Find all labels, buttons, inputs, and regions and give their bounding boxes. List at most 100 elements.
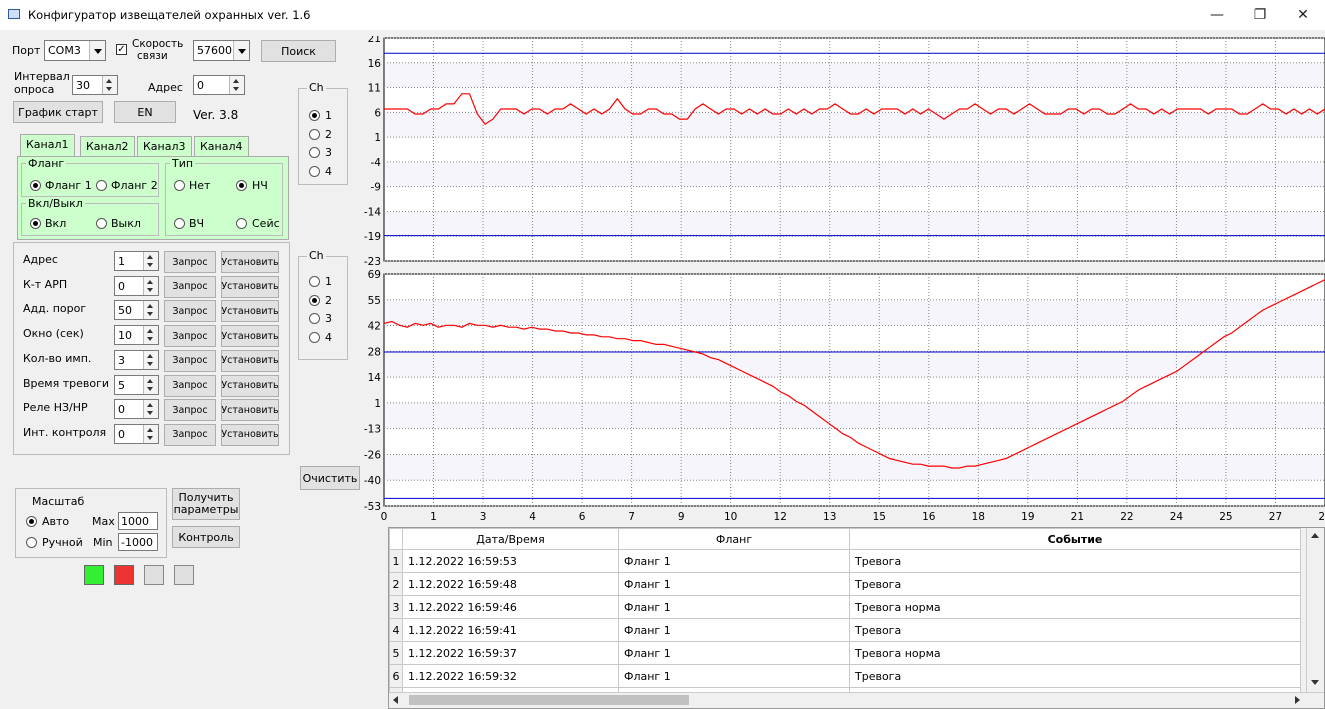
scale-manual-radio[interactable] <box>26 537 37 548</box>
cell-flank[interactable]: Фланг 1 <box>618 618 850 642</box>
control-button[interactable]: Контроль <box>172 526 240 548</box>
scroll-left-icon[interactable] <box>393 696 398 704</box>
en-button[interactable]: EN <box>114 101 176 123</box>
cell-flank[interactable]: Фланг 1 <box>618 549 850 573</box>
param-stepper[interactable]: 10 <box>114 325 159 346</box>
type-none-radio[interactable] <box>174 180 185 191</box>
clear-button[interactable]: Очистить <box>300 466 360 490</box>
param-request-button[interactable]: Запрос <box>164 399 216 422</box>
address-stepper[interactable]: 0 <box>193 75 245 95</box>
cell-datetime[interactable]: 1.12.2022 16:59:37 <box>402 641 619 665</box>
graph-start-button[interactable]: График старт <box>13 101 103 123</box>
table-row[interactable]: 4 1.12.2022 16:59:41 Фланг 1 Тревога <box>389 618 1301 642</box>
horizontal-scrollbar[interactable] <box>389 692 1324 708</box>
cell-event[interactable]: Тревога <box>849 664 1301 688</box>
cell-datetime[interactable]: 1.12.2022 16:59:53 <box>402 549 619 573</box>
table-row[interactable]: 6 1.12.2022 16:59:32 Фланг 1 Тревога <box>389 664 1301 688</box>
param-set-button[interactable]: Установить <box>221 399 279 422</box>
vertical-scrollbar[interactable] <box>1306 528 1324 693</box>
param-set-button[interactable]: Установить <box>221 349 279 372</box>
cell-flank[interactable]: Фланг 1 <box>618 572 850 596</box>
interval-stepper[interactable]: 30 <box>72 75 118 95</box>
cell-event[interactable]: Тревога <box>849 572 1301 596</box>
cell-flank[interactable]: Фланг 1 <box>618 595 850 619</box>
type-lf-radio[interactable] <box>236 180 247 191</box>
ch-radio-2[interactable] <box>309 128 320 140</box>
updown-icon[interactable] <box>143 276 158 295</box>
close-icon[interactable]: ✕ <box>1297 7 1309 23</box>
type-seis-radio[interactable] <box>236 218 247 229</box>
power-on-radio[interactable] <box>30 218 41 229</box>
cell-event[interactable]: Тревога <box>849 549 1301 573</box>
cell-flank[interactable]: Фланг 1 <box>618 664 850 688</box>
tab-channel-3[interactable]: Канал3 <box>137 136 192 156</box>
ch-radio-3[interactable] <box>309 313 320 324</box>
param-request-button[interactable]: Запрос <box>164 300 216 323</box>
scroll-down-icon[interactable] <box>1311 680 1319 685</box>
ch-radio-2[interactable] <box>309 294 320 306</box>
cell-event[interactable]: Тревога <box>849 618 1301 642</box>
scale-max-input[interactable]: 1000 <box>118 512 158 530</box>
cell-datetime[interactable]: 1.12.2022 16:59:46 <box>402 595 619 619</box>
param-stepper[interactable]: 5 <box>114 374 159 395</box>
speed-checkbox[interactable]: ✓ <box>116 44 127 55</box>
cell-event[interactable]: Тревога норма <box>849 595 1301 619</box>
updown-icon[interactable] <box>143 301 158 320</box>
updown-icon[interactable] <box>229 76 244 94</box>
param-set-button[interactable]: Установить <box>221 300 279 323</box>
flank-1-radio[interactable] <box>30 180 41 191</box>
param-set-button[interactable]: Установить <box>221 275 279 298</box>
param-request-button[interactable]: Запрос <box>164 349 216 372</box>
updown-icon[interactable] <box>143 400 158 419</box>
param-stepper[interactable]: 0 <box>114 275 159 296</box>
table-row[interactable]: 3 1.12.2022 16:59:46 Фланг 1 Тревога нор… <box>389 595 1301 619</box>
scroll-right-icon[interactable] <box>1295 696 1300 704</box>
table-row[interactable]: 1 1.12.2022 16:59:53 Фланг 1 Тревога <box>389 549 1301 573</box>
ch-radio-3[interactable] <box>309 147 320 158</box>
scale-auto-radio[interactable] <box>26 516 37 527</box>
param-stepper[interactable]: 0 <box>114 399 159 420</box>
maximize-icon[interactable]: ❐ <box>1253 7 1267 23</box>
param-stepper[interactable]: 1 <box>114 251 159 271</box>
param-stepper[interactable]: 3 <box>114 349 159 370</box>
tab-channel-1[interactable]: Канал1 <box>20 134 75 157</box>
param-set-button[interactable]: Установить <box>221 423 279 446</box>
ch-radio-4[interactable] <box>309 165 320 177</box>
table-row[interactable]: 2 1.12.2022 16:59:48 Фланг 1 Тревога <box>389 572 1301 596</box>
param-stepper[interactable]: 50 <box>114 300 159 321</box>
param-request-button[interactable]: Запрос <box>164 423 216 446</box>
header-flank[interactable]: Фланг <box>618 528 850 550</box>
param-request-button[interactable]: Запрос <box>164 251 216 273</box>
updown-icon[interactable] <box>102 76 117 94</box>
type-hf-radio[interactable] <box>174 218 185 229</box>
cell-flank[interactable]: Фланг 1 <box>618 641 850 665</box>
param-set-button[interactable]: Установить <box>221 374 279 397</box>
port-select[interactable]: COM3 <box>44 40 106 61</box>
ch-radio-1[interactable] <box>309 276 320 287</box>
cell-datetime[interactable]: 1.12.2022 16:59:41 <box>402 618 619 642</box>
header-datetime[interactable]: Дата/Время <box>402 528 619 550</box>
param-set-button[interactable]: Установить <box>221 251 279 273</box>
param-request-button[interactable]: Запрос <box>164 374 216 397</box>
param-set-button[interactable]: Установить <box>221 325 279 348</box>
param-stepper[interactable]: 0 <box>114 423 159 444</box>
updown-icon[interactable] <box>143 375 158 394</box>
updown-icon[interactable] <box>143 252 158 270</box>
cell-event[interactable]: Тревога норма <box>849 641 1301 665</box>
tab-channel-2[interactable]: Канал2 <box>80 136 135 156</box>
updown-icon[interactable] <box>143 350 158 369</box>
param-request-button[interactable]: Запрос <box>164 325 216 348</box>
table-row[interactable]: 5 1.12.2022 16:59:37 Фланг 1 Тревога нор… <box>389 641 1301 665</box>
header-event[interactable]: Событие <box>849 528 1301 550</box>
power-off-radio[interactable] <box>96 218 107 229</box>
get-params-button[interactable]: Получить параметры <box>172 488 240 520</box>
scale-min-input[interactable]: -1000 <box>118 533 158 551</box>
scroll-up-icon[interactable] <box>1311 533 1319 538</box>
scroll-thumb[interactable] <box>409 695 689 705</box>
search-button[interactable]: Поиск <box>261 40 336 62</box>
flank-2-radio[interactable] <box>96 180 107 191</box>
cell-datetime[interactable]: 1.12.2022 16:59:48 <box>402 572 619 596</box>
updown-icon[interactable] <box>143 326 158 345</box>
ch-radio-4[interactable] <box>309 331 320 343</box>
updown-icon[interactable] <box>143 424 158 443</box>
